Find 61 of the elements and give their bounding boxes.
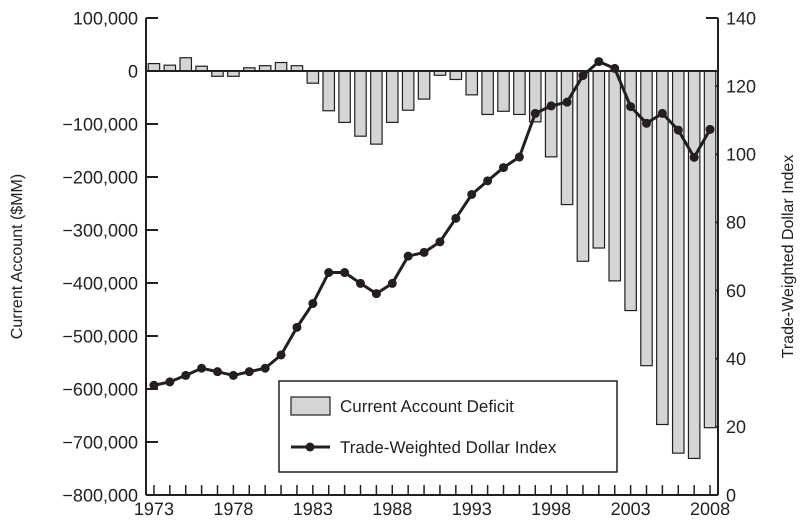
point [546, 101, 556, 110]
y-tick-label: −400,000 [62, 273, 138, 294]
point [340, 268, 350, 278]
point [562, 98, 572, 107]
point [530, 108, 540, 118]
x-tick-label: 1988 [372, 499, 412, 519]
point [213, 367, 222, 376]
point [467, 190, 476, 199]
point [706, 124, 715, 134]
y-tick-label: −500,000 [62, 326, 138, 346]
point [690, 152, 699, 162]
y2-tick-label: 140 [726, 8, 756, 28]
point [165, 377, 174, 386]
point [610, 64, 620, 73]
point [388, 278, 397, 288]
y2-tick-label: 120 [726, 76, 756, 96]
point [404, 252, 413, 261]
y2-tick-label: 60 [726, 280, 746, 301]
y2-tick-label: 20 [726, 417, 746, 438]
legend-label: Current Account Deficit [340, 396, 514, 416]
point [276, 350, 286, 360]
point [372, 289, 381, 298]
point [451, 214, 460, 223]
point [658, 108, 667, 118]
point [356, 278, 365, 288]
point [483, 176, 492, 186]
point [308, 299, 318, 308]
point [324, 268, 334, 278]
y2-tick-label: 80 [726, 212, 746, 233]
point [244, 367, 254, 376]
y-tick-label: 0 [128, 61, 138, 82]
y-tick-label: −100,000 [62, 114, 138, 134]
point [181, 370, 190, 380]
x-tick-label: 2003 [610, 499, 651, 519]
point [499, 163, 508, 172]
x-tick-label: 1993 [452, 499, 492, 519]
point [578, 71, 588, 80]
y-tick-label: −700,000 [62, 432, 138, 452]
y2-tick-label: 40 [726, 349, 746, 370]
y-axis-title: Current Account ($MM) [9, 174, 26, 340]
point [594, 57, 604, 66]
point [642, 118, 651, 128]
y-tick-label: −300,000 [62, 220, 138, 240]
y-tick-label: −600,000 [62, 379, 138, 400]
point [197, 364, 206, 373]
point [514, 152, 524, 162]
x-tick-label: 1978 [213, 499, 254, 519]
y2-axis-title: Trade-Weighted Dollar Index [780, 154, 797, 358]
y-tick-label: −200,000 [62, 167, 138, 188]
point [260, 364, 270, 373]
point [420, 248, 429, 257]
x-tick-label: 1983 [292, 499, 333, 519]
y2-tick-label: 100 [726, 144, 756, 165]
point [228, 370, 238, 380]
legend-label: Trade-Weighted Dollar Index [340, 438, 557, 457]
point [292, 322, 302, 332]
y-tick-label: 100,000 [72, 8, 138, 28]
point [626, 102, 636, 112]
x-tick-label: 1998 [531, 499, 572, 519]
point [674, 126, 683, 135]
point [435, 237, 444, 246]
